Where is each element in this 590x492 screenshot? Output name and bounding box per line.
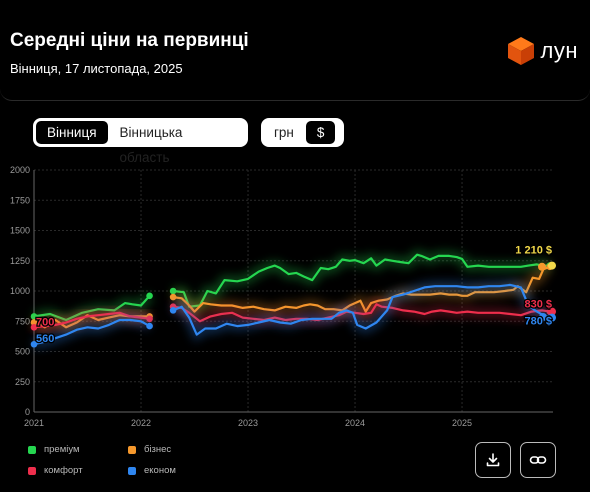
- legend-swatch-comfort: [28, 466, 36, 475]
- end-marker-comfort: [548, 307, 556, 316]
- y-tick-label: 0: [25, 407, 30, 417]
- legend-label: комфорт: [44, 465, 83, 476]
- legend-item-economy[interactable]: економ: [128, 465, 228, 476]
- series-line-business: [172, 265, 551, 313]
- series-line-comfort: [172, 303, 550, 323]
- end-marker-premium: [548, 261, 556, 270]
- series-point-comfort: [30, 324, 38, 331]
- legend-item-business[interactable]: бізнес: [128, 444, 228, 455]
- y-tick-label: 2000: [10, 165, 30, 175]
- y-tick-label: 1750: [10, 195, 30, 205]
- y-tick-label: 250: [15, 377, 30, 387]
- series-point-economy: [146, 322, 153, 330]
- series-point-economy: [30, 340, 38, 348]
- y-tick-label: 1250: [10, 256, 30, 266]
- logo-text: лун: [540, 38, 578, 63]
- end-marker-business: [538, 262, 546, 271]
- y-tick-label: 1500: [10, 226, 30, 236]
- link-icon: [529, 456, 547, 464]
- y-tick-label: 500: [15, 347, 30, 357]
- legend-swatch-business: [128, 445, 136, 454]
- start-label: 560: [36, 333, 54, 345]
- series-point-premium: [169, 287, 177, 295]
- end-label: 830 $: [524, 299, 552, 311]
- legend-label: бізнес: [144, 444, 172, 455]
- end-marker-economy: [548, 313, 556, 322]
- page-title: Середні ціни на первинці: [10, 30, 249, 51]
- start-label: 700: [36, 316, 54, 328]
- series-point-economy: [169, 307, 177, 314]
- region-option-oblast[interactable]: Вінницька область: [119, 125, 183, 165]
- lun-cube-icon: [507, 37, 534, 65]
- page-subtitle: Вінниця, 17 листопада, 2025: [10, 61, 183, 76]
- legend-item-premium[interactable]: преміум: [28, 444, 128, 455]
- lun-logo[interactable]: лун: [507, 36, 579, 66]
- x-tick-label: 2022: [131, 418, 151, 428]
- copy-link-button[interactable]: [520, 442, 556, 478]
- legend: преміум бізнес комфорт економ: [28, 444, 228, 476]
- region-toggle: Вінниця Вінницька область: [33, 118, 248, 165]
- series-line-premium: [172, 253, 550, 308]
- series-point-business: [169, 293, 177, 301]
- legend-label: економ: [144, 465, 176, 476]
- x-tick-label: 2025: [452, 418, 472, 428]
- currency-option-usd[interactable]: $: [304, 120, 337, 145]
- y-tick-label: 1000: [10, 286, 30, 296]
- legend-item-comfort[interactable]: комфорт: [28, 465, 128, 476]
- series-point-premium: [30, 313, 38, 320]
- currency-option-uah[interactable]: грн: [274, 125, 294, 140]
- download-icon: [486, 453, 500, 467]
- legend-swatch-economy: [128, 466, 136, 475]
- header: Середні ціни на первинці Вінниця, 17 лис…: [0, 0, 590, 101]
- region-option-city[interactable]: Вінниця: [35, 120, 109, 145]
- y-tick-label: 750: [15, 316, 30, 326]
- x-tick-label: 2024: [345, 418, 365, 428]
- end-marker-economy: [539, 313, 547, 322]
- price-chart: 0 250 500 750 1000 1250 1500 1750 2000 2021 2022 20…: [10, 165, 556, 428]
- x-tick-label: 2023: [238, 418, 258, 428]
- series-line-economy: [172, 283, 551, 336]
- series-point-premium: [146, 292, 153, 300]
- download-button[interactable]: [475, 442, 511, 478]
- series-line-economy: [33, 318, 151, 346]
- end-label: 1 210 $: [515, 245, 552, 257]
- legend-label: преміум: [44, 444, 80, 455]
- end-label: 780 $: [524, 316, 552, 328]
- currency-toggle: грн $: [261, 118, 344, 147]
- x-tick-label: 2021: [24, 418, 44, 428]
- legend-swatch-premium: [28, 445, 36, 454]
